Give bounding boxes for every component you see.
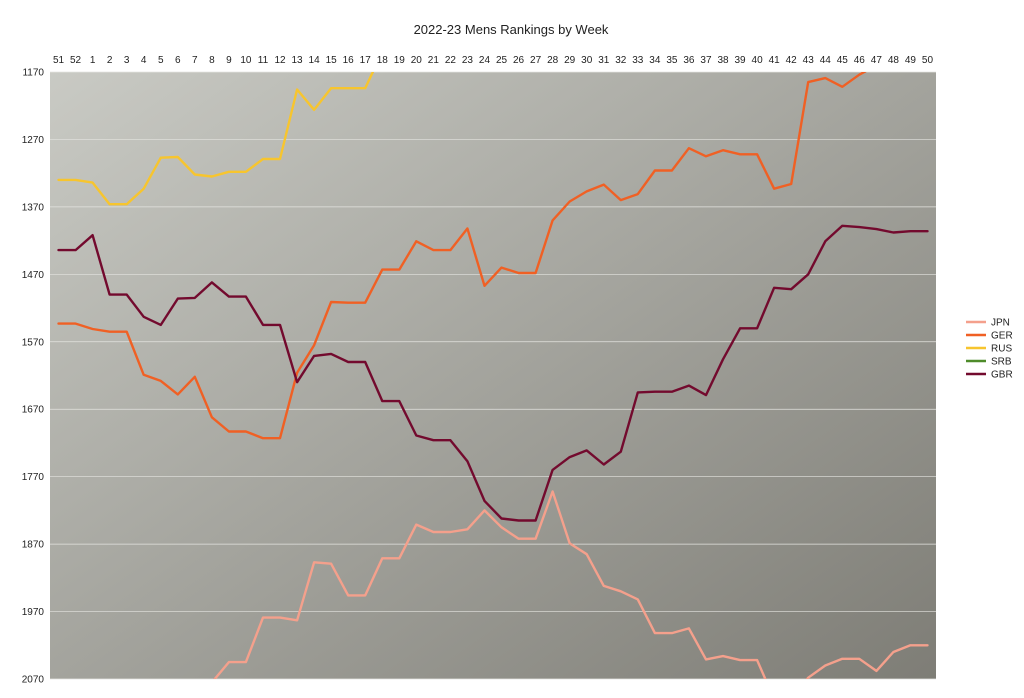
x-tick-label: 6 — [175, 55, 181, 66]
series-line-rus — [57, 72, 375, 206]
y-axis-ticks: 1170 1270 1370 1470 1570 1670 1770 1870 1970 2070 — [22, 68, 45, 686]
y-tick-label: 1770 — [22, 472, 45, 483]
legend-label-ger: GER — [991, 331, 1013, 342]
series-line-ger — [57, 72, 867, 440]
x-tick-label: 31 — [598, 55, 610, 66]
x-tick-label: 40 — [752, 55, 764, 66]
x-tick-label: 30 — [581, 55, 593, 66]
x-tick-label: 28 — [547, 55, 559, 66]
y-tick-label: 1670 — [22, 405, 45, 416]
x-tick-label: 25 — [496, 55, 508, 66]
x-tick-label: 5 — [158, 55, 164, 66]
x-tick-label: 10 — [240, 55, 252, 66]
x-tick-label: 33 — [632, 55, 644, 66]
x-tick-label: 44 — [820, 55, 832, 66]
x-tick-label: 13 — [291, 55, 303, 66]
x-tick-label: 45 — [837, 55, 849, 66]
x-tick-label: 23 — [462, 55, 474, 66]
x-tick-label: 29 — [564, 55, 576, 66]
x-tick-label: 35 — [666, 55, 678, 66]
x-tick-label: 42 — [786, 55, 798, 66]
legend-label-srb: SRB — [991, 357, 1012, 368]
legend-label-gbr: GBR — [991, 370, 1013, 381]
x-tick-label: 22 — [445, 55, 457, 66]
x-tick-label: 18 — [377, 55, 389, 66]
x-tick-label: 1 — [90, 55, 96, 66]
x-tick-label: 27 — [530, 55, 542, 66]
x-axis-ticks: 51 52 1 2 3 4 5 6 7 8 9 10 11 12 13 14 15 16 17 18 19 20 21 22 2… — [53, 55, 934, 66]
x-tick-label: 19 — [394, 55, 406, 66]
x-tick-label: 24 — [479, 55, 491, 66]
x-tick-label: 37 — [700, 55, 712, 66]
series-line-jpn — [213, 490, 929, 679]
x-tick-label: 14 — [309, 55, 321, 66]
x-tick-label: 15 — [326, 55, 338, 66]
x-tick-label: 46 — [854, 55, 866, 66]
x-tick-label: 48 — [888, 55, 900, 66]
x-tick-label: 39 — [734, 55, 746, 66]
legend-label-jpn: JPN — [991, 318, 1010, 329]
x-tick-label: 34 — [649, 55, 661, 66]
y-tick-label: 1870 — [22, 540, 45, 551]
x-tick-label: 32 — [615, 55, 627, 66]
x-tick-label: 52 — [70, 55, 82, 66]
x-tick-label: 9 — [226, 55, 232, 66]
x-tick-label: 2 — [107, 55, 113, 66]
x-tick-label: 49 — [905, 55, 917, 66]
y-tick-label: 1470 — [22, 270, 45, 281]
y-tick-label: 2070 — [22, 675, 45, 686]
x-tick-label: 20 — [411, 55, 423, 66]
x-tick-label: 17 — [360, 55, 372, 66]
series-lines — [57, 72, 929, 679]
x-tick-label: 11 — [258, 55, 269, 66]
x-tick-label: 7 — [192, 55, 198, 66]
x-tick-label: 12 — [274, 55, 286, 66]
series-line-gbr — [57, 224, 929, 522]
y-tick-label: 1170 — [22, 68, 44, 79]
y-tick-label: 1570 — [22, 337, 45, 348]
x-tick-label: 8 — [209, 55, 215, 66]
y-tick-label: 1970 — [22, 607, 45, 618]
legend: JPN GER RUS SRB GBR — [966, 318, 1013, 381]
x-tick-label: 26 — [513, 55, 525, 66]
x-tick-label: 36 — [683, 55, 695, 66]
x-tick-label: 16 — [343, 55, 355, 66]
y-tick-label: 1370 — [22, 202, 45, 213]
plot-area — [50, 72, 936, 679]
x-tick-label: 38 — [717, 55, 729, 66]
x-tick-label: 43 — [803, 55, 815, 66]
x-tick-label: 51 — [53, 55, 65, 66]
x-tick-label: 41 — [769, 55, 781, 66]
x-tick-label: 47 — [871, 55, 883, 66]
y-tick-label: 1270 — [22, 135, 45, 146]
x-tick-label: 21 — [428, 55, 440, 66]
grid-lines — [50, 71, 936, 680]
legend-label-rus: RUS — [991, 344, 1012, 355]
x-tick-label: 4 — [141, 55, 147, 66]
chart-title: 2022-23 Mens Rankings by Week — [414, 22, 609, 37]
x-tick-label: 3 — [124, 55, 130, 66]
x-tick-label: 50 — [922, 55, 934, 66]
